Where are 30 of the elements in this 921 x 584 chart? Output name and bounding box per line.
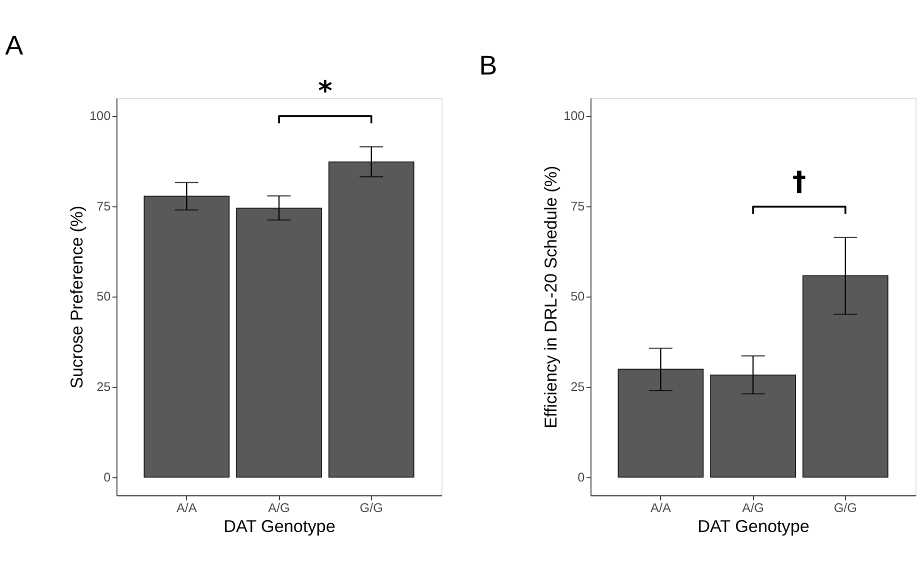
x-tick-label: A/A (650, 500, 672, 515)
x-axis-title: DAT Genotype (224, 516, 336, 536)
bar (144, 196, 230, 478)
y-tick-label: 100 (564, 109, 585, 124)
y-tick-label: 75 (570, 199, 585, 214)
bar (236, 208, 322, 478)
annotation: † (792, 166, 806, 198)
annotation: * (318, 76, 332, 107)
bar (802, 275, 888, 478)
y-axis-title: Sucrose Preference (%) (66, 206, 86, 389)
y-tick-label: 25 (570, 380, 585, 394)
x-tick-label: G/G (834, 500, 857, 515)
y-tick-label: 0 (104, 470, 111, 484)
bar (618, 368, 704, 478)
x-axis-title: DAT Genotype (698, 516, 810, 536)
x-tick-label: A/G (742, 500, 764, 515)
bar (710, 374, 796, 478)
y-tick-label: 75 (96, 199, 111, 214)
y-axis-title: Efficiency in DRL-20 Schedule (%) (540, 166, 560, 428)
x-tick-label: G/G (360, 500, 383, 515)
chart-title: B (479, 50, 498, 81)
y-tick-label: 25 (96, 380, 111, 394)
chart-title: A (5, 30, 24, 61)
x-tick-label: A/G (268, 500, 290, 515)
y-tick-label: 0 (578, 470, 585, 484)
bar (328, 161, 414, 478)
y-tick-label: 50 (570, 290, 585, 304)
x-tick-label: A/A (176, 500, 198, 515)
y-tick-label: 50 (96, 290, 111, 304)
y-tick-label: 100 (90, 109, 111, 124)
